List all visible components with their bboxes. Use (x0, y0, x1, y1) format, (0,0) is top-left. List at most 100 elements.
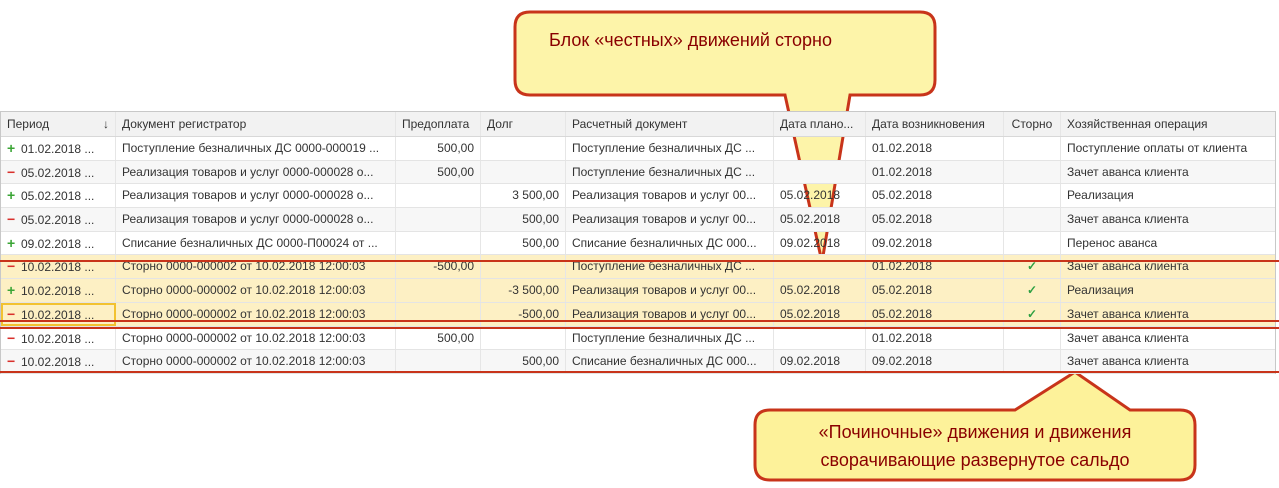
period-value: 05.02.2018 ... (21, 165, 95, 180)
cell-debt: -3 500,00 (481, 279, 566, 302)
table-row[interactable]: +09.02.2018 ... Списание безналичных ДС 0… (1, 231, 1275, 256)
table-row[interactable]: −05.02.2018 ... Реализация товаров и услу… (1, 160, 1275, 185)
cell-plan: 05.02.2018 (774, 302, 866, 326)
cell-plan (774, 255, 866, 279)
cell-plan: 05.02.2018 (774, 208, 866, 231)
checkmark-icon (1004, 350, 1061, 373)
table-row[interactable]: +01.02.2018 ... Поступление безналичных Д… (1, 137, 1275, 161)
table-row[interactable]: +05.02.2018 ... Реализация товаров и услу… (1, 184, 1275, 209)
bottom-callout-bubble (753, 370, 1197, 482)
col-storno[interactable]: Сторно (1004, 112, 1061, 136)
cell-doc: Списание безналичных ДС 0000-П00024 от .… (116, 231, 396, 255)
cell-period: +10.02.2018 ... (1, 279, 116, 302)
group-border (0, 371, 1279, 373)
col-label: Период (7, 117, 50, 131)
minus-icon: − (7, 353, 16, 370)
cell-period: +01.02.2018 ... (1, 137, 116, 160)
plus-icon: + (7, 234, 16, 251)
cell-plan: 05.02.2018 (774, 184, 866, 208)
period-value: 10.02.2018 ... (21, 307, 95, 322)
cell-prepay (396, 208, 481, 231)
cell-doc: Реализация товаров и услуг 0000-000028 о… (116, 184, 396, 208)
cell-date: 09.02.2018 (866, 350, 1004, 373)
cell-debt (481, 326, 566, 350)
cell-debt: 500,00 (481, 350, 566, 373)
minus-icon: − (7, 163, 16, 180)
cell-prepay (396, 350, 481, 373)
checkmark-icon (1004, 208, 1061, 231)
checkmark-icon (1004, 184, 1061, 208)
cell-prepay (396, 302, 481, 326)
cell-op: Реализация (1067, 188, 1134, 203)
top-callout-text: Блок «честных» движений сторно (549, 30, 832, 50)
cell-plan: 09.02.2018 (774, 350, 866, 373)
cell-date: 05.02.2018 (866, 208, 1004, 231)
cell-op: Зачет аванса клиента (1067, 354, 1189, 369)
col-operation[interactable]: Хозяйственная операция (1067, 117, 1208, 131)
minus-icon: − (7, 329, 16, 346)
bottom-callout-text: «Починочные» движения и движения сворачи… (755, 418, 1195, 474)
bottom-callout-line: «Починочные» движения и движения (818, 422, 1132, 442)
movements-table[interactable]: Период ↓ Документ регистратор Предоплата … (0, 111, 1276, 374)
table-row[interactable]: −10.02.2018 ... Сторно 0000-000002 от 10.… (1, 350, 1275, 374)
table-row[interactable]: −10.02.2018 ... Сторно 0000-000002 от 10.… (1, 255, 1275, 280)
arrow-down-icon: ↓ (103, 117, 109, 131)
period-value: 01.02.2018 ... (21, 142, 95, 156)
cell-debt: 3 500,00 (481, 184, 566, 208)
table-header: Период ↓ Документ регистратор Предоплата … (1, 112, 1275, 137)
cell-plan (774, 137, 866, 160)
cell-doc: Сторно 0000-000002 от 10.02.2018 12:00:0… (116, 326, 396, 350)
cell-calc: Списание безналичных ДС 000... (566, 350, 774, 373)
cell-period: −05.02.2018 ... (1, 208, 116, 231)
col-plan-date[interactable]: Дата плано... (774, 112, 866, 136)
checkmark-icon: ✓ (1004, 279, 1061, 302)
cell-calc: Реализация товаров и услуг 00... (566, 302, 774, 326)
table-row[interactable]: −10.02.2018 ... Сторно 0000-000002 от 10.… (1, 302, 1275, 327)
cell-debt: 500,00 (481, 208, 566, 231)
period-value: 10.02.2018 ... (21, 331, 95, 346)
cell-prepay (396, 279, 481, 302)
bottom-callout-line: сворачивающие развернутое сальдо (820, 450, 1130, 470)
cell-calc: Списание безналичных ДС 000... (566, 231, 774, 255)
cell-op: Зачет аванса клиента (1067, 330, 1189, 345)
cell-calc: Поступление безналичных ДС ... (566, 255, 774, 279)
cell-doc: Поступление безналичных ДС 0000-000019 .… (116, 137, 396, 160)
plus-icon: + (7, 282, 16, 299)
cell-period: −10.02.2018 ... (1, 255, 116, 279)
col-prepayment[interactable]: Предоплата (396, 112, 481, 136)
cell-period: −10.02.2018 ... (1, 326, 116, 350)
table-row[interactable]: −10.02.2018 ... Сторно 0000-000002 от 10.… (1, 326, 1275, 351)
cell-calc: Реализация товаров и услуг 00... (566, 208, 774, 231)
cell-debt (481, 137, 566, 160)
cell-plan (774, 160, 866, 184)
cell-op: Зачет аванса клиента (1067, 164, 1189, 179)
cell-op: Поступление оплаты от клиента (1067, 141, 1248, 155)
period-value: 05.02.2018 ... (21, 213, 95, 228)
col-debt[interactable]: Долг (481, 112, 566, 136)
col-document[interactable]: Документ регистратор (116, 112, 396, 136)
checkmark-icon: ✓ (1004, 255, 1061, 279)
cell-op: Реализация (1067, 283, 1134, 298)
cell-prepay: 500,00 (396, 160, 481, 184)
period-value: 10.02.2018 ... (21, 260, 95, 275)
col-settlement-doc[interactable]: Расчетный документ (566, 112, 774, 136)
period-value: 09.02.2018 ... (21, 236, 95, 251)
cell-date: 05.02.2018 (866, 184, 1004, 208)
cell-date: 01.02.2018 (866, 326, 1004, 350)
col-period[interactable]: Период ↓ (1, 112, 116, 136)
plus-icon: + (7, 140, 16, 156)
cell-period: +05.02.2018 ... (1, 184, 116, 208)
cell-doc: Реализация товаров и услуг 0000-000028 о… (116, 160, 396, 184)
cell-doc: Сторно 0000-000002 от 10.02.2018 12:00:0… (116, 255, 396, 279)
cell-date: 09.02.2018 (866, 231, 1004, 255)
cell-prepay: -500,00 (396, 255, 481, 279)
cell-debt: 500,00 (481, 231, 566, 255)
table-row[interactable]: −05.02.2018 ... Реализация товаров и услу… (1, 208, 1275, 232)
cell-debt (481, 160, 566, 184)
cell-date: 05.02.2018 (866, 302, 1004, 326)
cell-prepay: 500,00 (396, 137, 481, 160)
col-origin-date[interactable]: Дата возникновения (866, 112, 1004, 136)
cell-period: −10.02.2018 ... (1, 350, 116, 373)
table-row[interactable]: +10.02.2018 ... Сторно 0000-000002 от 10.… (1, 279, 1275, 303)
cell-doc: Реализация товаров и услуг 0000-000028 о… (116, 208, 396, 231)
